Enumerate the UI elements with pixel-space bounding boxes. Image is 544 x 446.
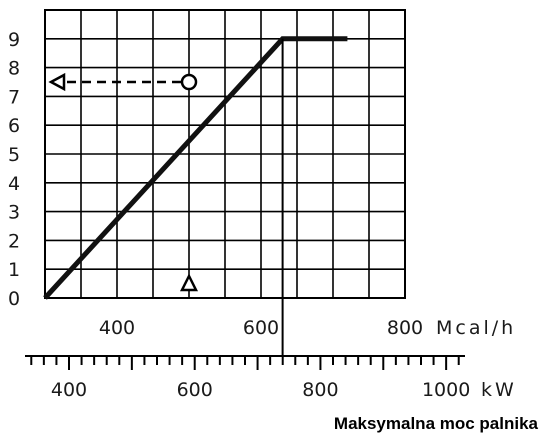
series <box>43 36 348 356</box>
y-tick-label: 4 <box>8 173 20 195</box>
footer-label: Maksymalna moc palnika <box>333 414 538 433</box>
y-tick-label: 5 <box>8 144 20 166</box>
example-reading <box>48 72 199 292</box>
kw-scale: 400 600 800 1000 <box>25 355 470 401</box>
y-tick-label: 0 <box>8 288 20 310</box>
y-tick-label: 1 <box>8 259 20 281</box>
x-axis-unit-kw: kW <box>481 379 517 401</box>
arrow-left-icon <box>48 72 66 92</box>
y-tick-label: 9 <box>8 29 20 51</box>
grid <box>44 9 406 299</box>
x-tick-label-kw: 800 <box>302 379 338 401</box>
plot-frame <box>44 9 406 299</box>
y-tick-label: 7 <box>8 86 20 108</box>
y-tick-label: 3 <box>8 202 20 224</box>
y-tick-labels: 0 1 2 3 4 5 6 7 8 9 <box>8 29 20 310</box>
x-tick-labels-mcal: 400 600 800 <box>99 317 423 339</box>
example-point-marker <box>180 73 198 91</box>
x-tick-label-kw: 400 <box>51 379 87 401</box>
x-tick-label-kw: 1000 <box>422 379 470 401</box>
x-axis-unit-mcal: Mcal/h <box>436 317 516 339</box>
y-tick-label: 2 <box>8 230 20 252</box>
x-tick-label-mcal: 600 <box>243 317 279 339</box>
series-line <box>43 36 348 300</box>
x-tick-label-kw: 600 <box>177 379 213 401</box>
x-tick-label-mcal: 800 <box>387 317 423 339</box>
arrow-up-icon <box>179 273 199 292</box>
y-tick-label: 6 <box>8 115 20 137</box>
x-tick-label-mcal: 400 <box>99 317 135 339</box>
y-tick-label: 8 <box>8 58 20 80</box>
